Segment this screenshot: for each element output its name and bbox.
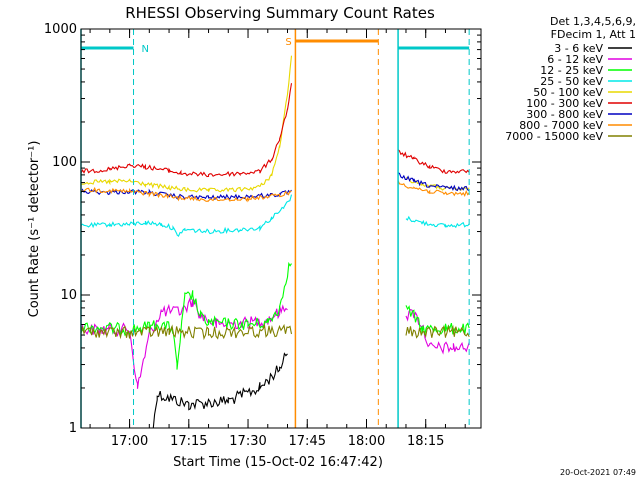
marker-layer: NS [80, 29, 470, 428]
axis-layer: 17:00 17:15 17:30 17:45 18:00 18:15 1 10 100 1000 [44, 22, 481, 449]
legend-entry-label: 800 - 7000 keV [519, 119, 603, 132]
x-tick-label: 17:00 [111, 434, 148, 449]
plot-frame [80, 28, 482, 429]
x-axis-label: Start Time (15-Oct-02 16:47:42) [173, 455, 383, 470]
x-tick-label: 17:30 [229, 434, 266, 449]
legend-entry-label: 25 - 50 keV [540, 75, 603, 88]
y-tick-label: 10 [60, 288, 77, 303]
x-tick-label: 18:00 [348, 434, 385, 449]
legend-header-line-2: FDecim 1, Att 1 [551, 28, 636, 41]
y-axis-label: Count Rate (s⁻¹ detector⁻¹) [27, 141, 42, 318]
x-tick-label: 17:15 [170, 434, 207, 449]
chart-title: RHESSI Observing Summary Count Rates [125, 4, 435, 22]
series-line [80, 296, 470, 389]
series-line [80, 194, 470, 237]
marker-label: S [285, 37, 291, 48]
series-line [80, 323, 470, 341]
x-tick-label: 17:45 [289, 434, 326, 449]
y-tick-label: 1 [69, 421, 77, 436]
series-line [80, 180, 470, 203]
y-tick-label: 100 [52, 155, 77, 170]
series-line [80, 261, 470, 370]
series-layer [80, 55, 470, 429]
legend-header-line-1: Det 1,3,4,5,6,9, [550, 15, 636, 28]
legend-entry-label: 6 - 12 keV [547, 53, 603, 66]
marker-label: N [142, 44, 149, 55]
x-tick-label: 18:15 [407, 434, 444, 449]
legend-entry-label: 7000 - 15000 keV [505, 130, 603, 143]
series-line [152, 352, 288, 429]
y-tick-label: 1000 [44, 22, 77, 37]
legend-entry-label: 3 - 6 keV [554, 42, 603, 55]
legend-entry-label: 50 - 100 keV [533, 86, 603, 99]
series-line [80, 83, 470, 178]
timestamp-label: 20-Oct-2021 07:49 [560, 468, 636, 477]
series-line [80, 172, 470, 201]
legend: Det 1,3,4,5,6,9, FDecim 1, Att 1 3 - 6 k… [505, 15, 636, 143]
series-line [80, 55, 470, 193]
legend-entry-label: 12 - 25 keV [540, 64, 603, 77]
legend-entry-label: 100 - 300 keV [526, 97, 603, 110]
legend-entry-label: 300 - 800 keV [526, 108, 603, 121]
